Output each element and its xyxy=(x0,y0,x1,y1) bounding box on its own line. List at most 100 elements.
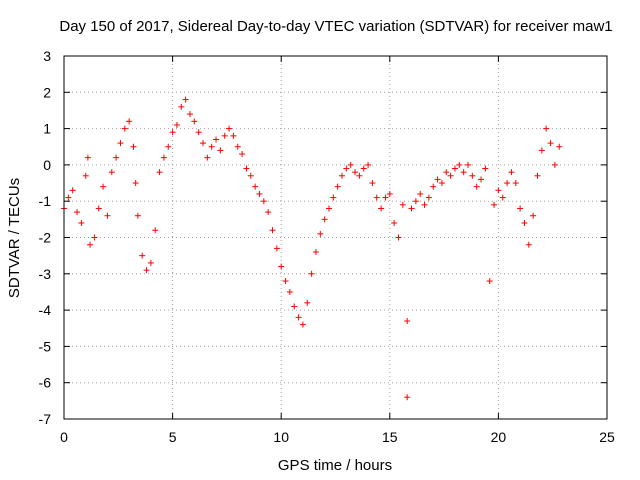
data-point xyxy=(182,96,189,103)
y-tick-label: -3 xyxy=(39,266,52,282)
data-point xyxy=(113,154,120,161)
data-point xyxy=(378,205,385,212)
data-point xyxy=(382,194,389,201)
data-point xyxy=(121,125,128,132)
y-tick-labels: -7 -6 -5 -4 -3 -2 -1 0 1 2 3 xyxy=(39,48,52,427)
data-point xyxy=(486,278,493,285)
data-point xyxy=(243,165,250,172)
data-point xyxy=(204,154,211,161)
data-point xyxy=(87,241,94,248)
data-point xyxy=(273,245,280,252)
data-point xyxy=(343,165,350,172)
data-point xyxy=(451,165,458,172)
data-point xyxy=(530,212,537,219)
data-point xyxy=(304,299,311,306)
x-axis-label: GPS time / hours xyxy=(278,457,392,474)
data-point xyxy=(543,125,550,132)
data-point xyxy=(200,140,207,147)
data-point xyxy=(173,121,180,128)
data-point xyxy=(365,161,372,168)
grid-lines xyxy=(64,56,607,419)
data-point xyxy=(395,234,402,241)
data-point xyxy=(538,147,545,154)
data-point xyxy=(234,143,241,150)
axis-ticks xyxy=(63,55,608,420)
y-tick-label: -6 xyxy=(39,375,52,391)
data-point xyxy=(360,165,367,172)
y-tick-label: -4 xyxy=(39,302,52,318)
data-point xyxy=(169,129,176,136)
data-point xyxy=(469,172,476,179)
data-point xyxy=(278,263,285,270)
data-point xyxy=(108,169,115,176)
data-point xyxy=(308,270,315,277)
data-point xyxy=(226,125,233,132)
y-tick-label: -2 xyxy=(39,230,52,246)
data-point xyxy=(356,172,363,179)
x-tick-label: 15 xyxy=(382,429,398,445)
y-axis-label: SDTVAR / TECUs xyxy=(6,178,23,298)
x-tick-label: 20 xyxy=(491,429,507,445)
data-point xyxy=(208,143,215,150)
data-point xyxy=(339,172,346,179)
data-point xyxy=(512,180,519,187)
data-point xyxy=(547,140,554,147)
data-point xyxy=(464,161,471,168)
data-point xyxy=(551,161,558,168)
data-point xyxy=(95,205,102,212)
data-point xyxy=(291,303,298,310)
data-point xyxy=(534,172,541,179)
data-point xyxy=(369,180,376,187)
data-point xyxy=(447,172,454,179)
x-tick-label: 0 xyxy=(60,429,68,445)
data-point xyxy=(78,219,85,226)
data-point xyxy=(504,180,511,187)
data-point xyxy=(186,111,193,118)
data-point xyxy=(247,172,254,179)
data-point xyxy=(84,154,91,161)
data-point xyxy=(430,183,437,190)
data-point xyxy=(69,187,76,194)
x-tick-label: 25 xyxy=(599,429,615,445)
data-point xyxy=(438,180,445,187)
y-tick-label: -1 xyxy=(39,193,52,209)
data-point xyxy=(386,190,393,197)
data-point xyxy=(160,154,167,161)
data-point xyxy=(347,161,354,168)
data-point xyxy=(321,216,328,223)
data-point xyxy=(517,205,524,212)
data-point xyxy=(352,169,359,176)
data-point xyxy=(82,172,89,179)
data-point xyxy=(299,321,306,328)
data-point xyxy=(325,205,332,212)
data-point xyxy=(473,183,480,190)
y-tick-label: -5 xyxy=(39,338,52,354)
data-point xyxy=(495,187,502,194)
x-tick-labels: 0 5 10 15 20 25 xyxy=(60,429,615,445)
data-point xyxy=(178,103,185,110)
y-tick-label: 3 xyxy=(43,48,51,64)
data-point xyxy=(221,132,228,139)
data-point xyxy=(156,169,163,176)
data-point xyxy=(265,209,272,216)
y-tick-label: 1 xyxy=(43,121,51,137)
data-point xyxy=(152,227,159,234)
data-point xyxy=(434,176,441,183)
data-point xyxy=(491,201,498,208)
data-point xyxy=(191,118,198,125)
data-point xyxy=(417,190,424,197)
data-point xyxy=(65,194,72,201)
data-point xyxy=(443,169,450,176)
data-point xyxy=(134,212,141,219)
data-point xyxy=(412,198,419,205)
chart-title: Day 150 of 2017, Sidereal Day-to-day VTE… xyxy=(59,18,612,35)
data-point xyxy=(499,194,506,201)
data-point xyxy=(239,151,246,158)
data-point xyxy=(295,314,302,321)
data-point xyxy=(147,259,154,266)
data-point xyxy=(312,249,319,256)
data-point xyxy=(404,394,411,401)
data-point xyxy=(425,194,432,201)
